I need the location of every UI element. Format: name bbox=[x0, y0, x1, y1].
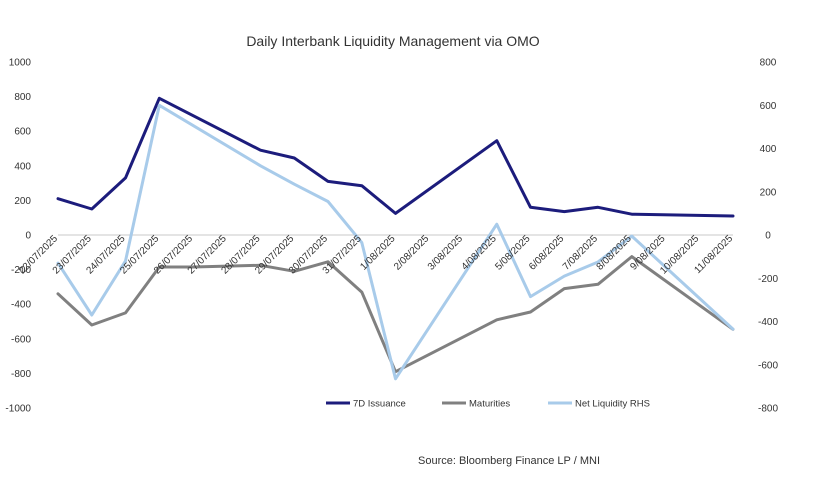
x-tick-label: 3/08/2025 bbox=[426, 233, 466, 273]
left-axis: 1000 800 600 400 200 0 -200 -400 -600 -800 -1000 bbox=[5, 58, 31, 415]
right-tick-label: 400 bbox=[760, 144, 777, 155]
x-tick-label: 7/08/2025 bbox=[561, 233, 601, 273]
left-tick-label: -200 bbox=[11, 265, 31, 276]
left-tick-label: 400 bbox=[14, 161, 31, 172]
legend-label: Net Liquidity RHS bbox=[575, 399, 650, 410]
left-tick-label: 0 bbox=[25, 231, 31, 242]
x-tick-label: 4/08/2025 bbox=[460, 233, 500, 273]
right-tick-label: -400 bbox=[758, 317, 778, 328]
right-tick-label: -800 bbox=[758, 404, 778, 415]
left-tick-label: 200 bbox=[14, 196, 31, 207]
left-tick-label: -600 bbox=[11, 334, 31, 345]
left-tick-label: 1000 bbox=[9, 58, 32, 69]
x-tick-label: 6/08/2025 bbox=[527, 233, 567, 273]
series-line-maturities bbox=[56, 255, 735, 374]
chart-title: Daily Interbank Liquidity Management via… bbox=[246, 33, 539, 49]
x-tick-label: 5/08/2025 bbox=[493, 233, 533, 273]
series-layer bbox=[56, 96, 735, 381]
legend: 7D Issuance Maturities Net Liquidity RHS bbox=[326, 399, 650, 410]
left-tick-label: 800 bbox=[14, 92, 31, 103]
right-axis: 800 600 400 200 0 -200 -400 -600 -800 bbox=[758, 58, 778, 415]
source-note: Source: Bloomberg Finance LP / MNI bbox=[418, 455, 600, 467]
left-tick-label: -1000 bbox=[5, 404, 31, 415]
right-tick-label: 0 bbox=[765, 231, 771, 242]
x-tick-label: 2/08/2025 bbox=[392, 233, 432, 273]
x-axis: 22/07/202523/07/202524/07/202525/07/2025… bbox=[17, 233, 735, 276]
right-tick-label: 200 bbox=[760, 187, 777, 198]
legend-label: 7D Issuance bbox=[353, 399, 406, 410]
left-tick-label: -800 bbox=[11, 369, 31, 380]
series-line-7d-issuance bbox=[56, 96, 735, 218]
right-tick-label: 600 bbox=[760, 101, 777, 112]
legend-label: Maturities bbox=[469, 399, 510, 410]
right-tick-label: -600 bbox=[758, 360, 778, 371]
left-tick-label: 600 bbox=[14, 127, 31, 138]
x-tick-label: 8/08/2025 bbox=[595, 233, 635, 273]
series-line-net-liquidity-rhs bbox=[56, 103, 735, 381]
right-tick-label: 800 bbox=[760, 58, 777, 69]
left-tick-label: -400 bbox=[11, 300, 31, 311]
right-tick-label: -200 bbox=[758, 274, 778, 285]
